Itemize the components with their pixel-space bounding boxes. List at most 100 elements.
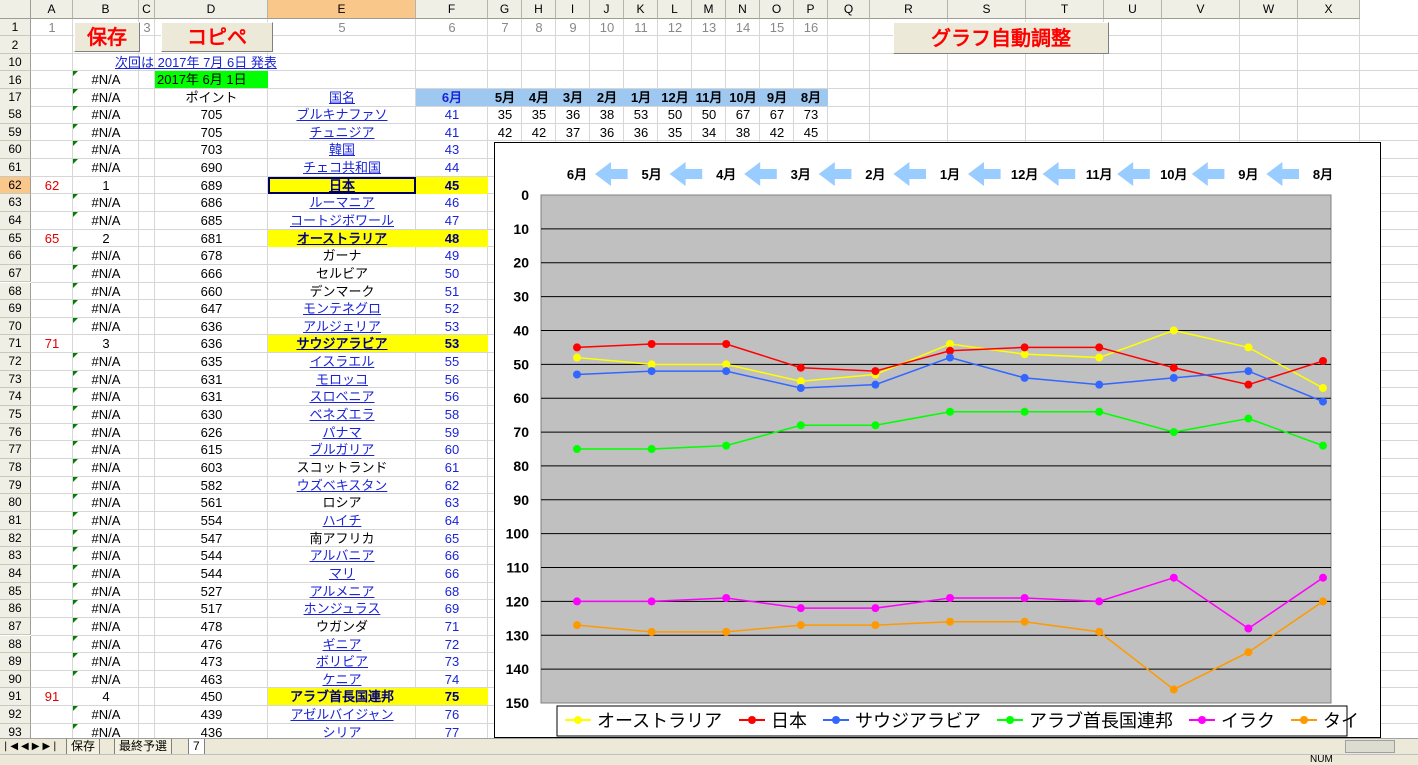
month-header-7[interactable]: 10月 (726, 89, 760, 106)
rank-cell[interactable]: #N/A (91, 212, 121, 228)
country-name-cell[interactable]: オーストラリア (268, 229, 416, 247)
column-header-s[interactable]: S (948, 0, 1026, 19)
country-name-cell[interactable]: ボリビア (315, 654, 368, 670)
row-header-83[interactable]: 83 (0, 547, 31, 565)
fifa-rank-cell[interactable]: 71 (444, 618, 460, 634)
save-button[interactable]: 保存 (74, 22, 140, 52)
points-cell[interactable]: 678 (200, 248, 223, 264)
group-rank-marker[interactable]: 91 (44, 689, 60, 705)
country-name-cell[interactable]: ギニア (322, 636, 362, 652)
row1-index-o[interactable]: 15 (769, 20, 785, 35)
column-header-g[interactable]: G (488, 0, 522, 19)
country-name-cell[interactable]: セルビア (315, 265, 368, 281)
fifa-rank-cell[interactable]: 44 (444, 159, 460, 175)
country-name-cell[interactable]: ブルキナファソ (296, 107, 388, 122)
country-name-cell[interactable]: アルジェリア (303, 318, 381, 334)
column-header-q[interactable]: Q (828, 0, 870, 19)
row-header-65[interactable]: 65 (0, 229, 31, 248)
month-header-2[interactable]: 3月 (556, 89, 590, 106)
points-cell[interactable]: 631 (200, 389, 223, 405)
fifa-rank-cell[interactable]: 52 (444, 301, 460, 317)
country-name-cell[interactable]: ホンジュラス (303, 601, 381, 617)
points-cell[interactable]: 544 (200, 565, 223, 581)
history-rank-cell[interactable]: 35 (531, 107, 547, 122)
column-header-c[interactable]: C (139, 0, 155, 19)
row-header-10[interactable]: 10 (0, 54, 31, 71)
fifa-rank-cell[interactable]: 46 (444, 195, 460, 211)
rank-cell[interactable]: #N/A (91, 195, 121, 211)
horizontal-scrollbar[interactable] (1345, 740, 1395, 753)
column-header-u[interactable]: U (1104, 0, 1162, 19)
row-header-82[interactable]: 82 (0, 529, 31, 548)
rank-cell[interactable]: #N/A (91, 460, 121, 475)
country-name-cell[interactable]: ウズベキスタン (296, 477, 388, 493)
country-name-cell[interactable]: ガーナ (322, 248, 362, 264)
points-cell[interactable]: 473 (200, 654, 223, 670)
rank-cell[interactable]: #N/A (91, 301, 121, 317)
points-cell[interactable]: 647 (200, 301, 223, 317)
history-rank-cell[interactable]: 34 (701, 124, 717, 140)
row-header-76[interactable]: 76 (0, 423, 31, 442)
points-cell[interactable]: 705 (200, 124, 223, 140)
country-name-cell[interactable]: ウガンダ (315, 618, 368, 634)
row-header-69[interactable]: 69 (0, 300, 31, 318)
fifa-rank-cell[interactable]: 58 (444, 407, 460, 423)
column-header-d[interactable]: D (155, 0, 268, 19)
row-header-58[interactable]: 58 (0, 106, 31, 124)
rank-cell[interactable]: #N/A (91, 283, 121, 299)
points-cell[interactable]: 450 (200, 689, 223, 705)
history-rank-cell[interactable]: 37 (565, 124, 581, 140)
country-name-cell[interactable]: 韓国 (328, 142, 355, 158)
row-header-79[interactable]: 79 (0, 476, 31, 495)
points-cell[interactable]: 554 (200, 512, 223, 528)
history-rank-cell[interactable]: 50 (701, 107, 717, 122)
history-rank-cell[interactable]: 42 (769, 124, 785, 140)
rank-cell[interactable]: #N/A (91, 618, 121, 634)
history-rank-cell[interactable]: 38 (599, 107, 615, 122)
points-cell[interactable]: 439 (200, 707, 223, 723)
row-header-92[interactable]: 92 (0, 706, 31, 724)
history-rank-cell[interactable]: 73 (803, 107, 819, 122)
row-header-73[interactable]: 73 (0, 370, 31, 389)
column-header-r[interactable]: R (870, 0, 948, 19)
month-header-1[interactable]: 4月 (522, 89, 556, 106)
fifa-rank-cell[interactable]: 47 (444, 212, 460, 228)
points-cell[interactable]: 636 (200, 318, 223, 334)
rank-cell[interactable]: #N/A (91, 530, 121, 546)
history-rank-cell[interactable]: 42 (531, 124, 547, 140)
country-name-cell[interactable]: シリア (322, 724, 362, 738)
rank-cell[interactable]: #N/A (91, 583, 121, 599)
country-name-cell[interactable]: ブルガリア (309, 442, 375, 458)
history-rank-cell[interactable]: 35 (497, 107, 513, 122)
row-header-1[interactable]: 1 (0, 19, 31, 36)
history-rank-cell[interactable]: 50 (667, 107, 683, 122)
country-name-cell[interactable]: 日本 (268, 176, 416, 194)
row-header-63[interactable]: 63 (0, 194, 31, 212)
row-header-90[interactable]: 90 (0, 670, 31, 689)
row-header-62[interactable]: 62 (0, 176, 31, 195)
fifa-rank-cell[interactable]: 41 (444, 107, 460, 122)
points-cell[interactable]: 527 (200, 583, 223, 599)
country-name-cell[interactable]: ハイチ (322, 512, 362, 528)
rank-cell[interactable]: #N/A (91, 159, 121, 175)
rank-cell[interactable]: 2 (102, 230, 110, 246)
column-header-k[interactable]: K (624, 0, 658, 19)
fifa-rank-cell[interactable]: 72 (444, 636, 460, 652)
country-name-cell[interactable]: ロシア (322, 495, 362, 511)
fifa-rank-cell[interactable]: 41 (444, 124, 460, 140)
fifa-rank-cell[interactable]: 61 (444, 460, 460, 475)
rank-cell[interactable]: #N/A (91, 442, 121, 458)
country-name-cell[interactable]: パナマ (322, 424, 362, 440)
row-header-86[interactable]: 86 (0, 600, 31, 618)
points-cell[interactable]: 631 (200, 371, 223, 387)
column-header-a[interactable]: A (31, 0, 73, 19)
rank-cell[interactable]: #N/A (91, 707, 121, 723)
select-all-corner[interactable] (0, 0, 31, 19)
history-rank-cell[interactable]: 38 (735, 124, 751, 140)
fifa-rank-cell[interactable]: 63 (444, 495, 460, 511)
fifa-rank-cell[interactable]: 74 (444, 671, 460, 687)
column-header-h[interactable]: H (522, 0, 556, 19)
column-header-v[interactable]: V (1162, 0, 1240, 19)
fifa-rank-cell[interactable]: 45 (416, 176, 488, 194)
